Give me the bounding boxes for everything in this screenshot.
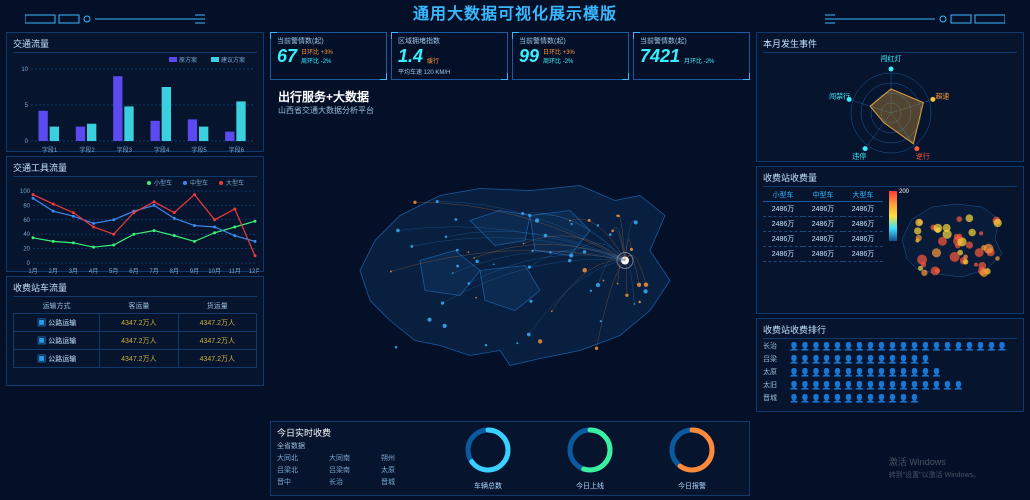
svg-text:小型车: 小型车 xyxy=(154,179,172,187)
svg-text:字段4: 字段4 xyxy=(154,146,170,154)
traffic-table-panel: 收费站车流量 运输方式客运量货运量▣ 公路运输4347.2万人4347.2万人▣… xyxy=(6,276,264,386)
svg-text:0: 0 xyxy=(27,261,31,267)
toll-title: 收费站收费量 xyxy=(763,171,1017,187)
rank-row: 太旧👤👤👤👤👤👤👤👤👤👤👤👤👤👤👤👤 xyxy=(763,380,1017,390)
center-heading: 出行服务+大数据 山西省交通大数据分析平台 xyxy=(270,84,750,120)
kpi-card: 当前警情数(起) 7421 月环比 -2% xyxy=(633,32,750,80)
header-ornament-right xyxy=(825,12,1005,26)
svg-text:7月: 7月 xyxy=(149,268,158,275)
svg-text:4月: 4月 xyxy=(89,268,98,275)
heat-legend-max: 200 xyxy=(899,189,909,195)
svg-text:80: 80 xyxy=(23,203,30,209)
radar-panel: 本月发生事件 闯红灯超速逆行 违停 闯禁行 xyxy=(756,32,1024,162)
rank-row: 长治👤👤👤👤👤👤👤👤👤👤👤👤👤👤👤👤👤👤👤👤 xyxy=(763,341,1017,351)
toll-panel: 收费站收费量 小型车中型车大型车2486万2486万2486万2486万2486… xyxy=(756,166,1024,314)
svg-text:逆行: 逆行 xyxy=(916,152,930,161)
svg-text:1月: 1月 xyxy=(28,268,37,275)
realtime-rings: 车辆总数 今日上线 今日报警 xyxy=(437,426,743,491)
svg-text:5月: 5月 xyxy=(109,268,118,275)
kpi-card: 区域拥堵指数 1.4 缓行 平均车速 120 KM/H xyxy=(391,32,508,80)
svg-text:字段2: 字段2 xyxy=(79,146,95,154)
ranking-panel: 收费站收费排行 长治👤👤👤👤👤👤👤👤👤👤👤👤👤👤👤👤👤👤👤👤 吕梁👤👤👤👤👤👤👤👤… xyxy=(756,318,1024,412)
realtime-cities: 大同北大同南朔州吕梁北吕梁南太原晋中长治晋城 xyxy=(277,453,427,487)
svg-text:12月: 12月 xyxy=(249,268,259,275)
svg-text:大型车: 大型车 xyxy=(226,179,244,187)
realtime-title: 今日实时收费 xyxy=(277,426,427,439)
ranking-rows: 长治👤👤👤👤👤👤👤👤👤👤👤👤👤👤👤👤👤👤👤👤 吕梁👤👤👤👤👤👤👤👤👤👤👤👤👤 太原👤… xyxy=(763,341,1017,403)
svg-text:超速: 超速 xyxy=(935,91,949,100)
toll-table: 小型车中型车大型车2486万2486万2486万2486万2486万2486万2… xyxy=(763,189,883,262)
heatmap: 200 xyxy=(887,189,1017,309)
realtime-subtitle: 全省数据 xyxy=(277,441,427,451)
svg-text:100: 100 xyxy=(20,189,31,195)
svg-text:中型车: 中型车 xyxy=(190,179,208,187)
svg-text:11月: 11月 xyxy=(229,268,241,275)
ring-gauge: 今日上线 xyxy=(566,426,614,491)
line-chart-panel: 交通工具流量 小型车 中型车 大型车 0 20 40 60 80 100 1月 2月 3月 4月 5月 6月… xyxy=(6,156,264,272)
kpi-row: 当前警情数(起) 67 日环比 +3%周环比 -2% 区域拥堵指数 1.4 缓行… xyxy=(270,32,750,80)
traffic-table-title: 收费站车流量 xyxy=(13,281,257,297)
ranking-title: 收费站收费排行 xyxy=(763,323,1017,339)
svg-text:40: 40 xyxy=(23,232,30,238)
svg-text:字段1: 字段1 xyxy=(42,146,58,154)
kpi-card: 当前警情数(起) 67 日环比 +3%周环比 -2% xyxy=(270,32,387,80)
line-chart-title: 交通工具流量 xyxy=(13,161,257,177)
traffic-table: 运输方式客运量货运量▣ 公路运输4347.2万人4347.2万人▣ 公路运输43… xyxy=(13,299,257,368)
svg-text:闯禁行: 闯禁行 xyxy=(829,91,850,100)
svg-text:违停: 违停 xyxy=(852,152,866,161)
svg-text:建议方案: 建议方案 xyxy=(221,56,245,64)
bar-chart-panel: 交通流量 原方案 建议方案 0 5 10 字段1 字段2 字段3 字段4 字段5 字段6 xyxy=(6,32,264,152)
svg-text:0: 0 xyxy=(25,139,29,145)
bar-chart: 原方案 建议方案 0 5 10 字段1 字段2 字段3 字段4 字段5 字段6 xyxy=(13,55,259,155)
svg-text:20: 20 xyxy=(23,247,30,253)
svg-text:6月: 6月 xyxy=(129,268,138,275)
svg-text:字段3: 字段3 xyxy=(117,146,133,154)
ring-gauge: 车辆总数 xyxy=(464,426,512,491)
rank-row: 晋城👤👤👤👤👤👤👤👤👤👤👤👤 xyxy=(763,393,1017,403)
svg-text:3月: 3月 xyxy=(69,268,78,275)
svg-text:8月: 8月 xyxy=(170,268,179,275)
rank-row: 吕梁👤👤👤👤👤👤👤👤👤👤👤👤👤 xyxy=(763,354,1017,364)
radar-chart: 闯红灯超速逆行 违停 闯禁行 xyxy=(763,55,1019,163)
realtime-panel: 今日实时收费 全省数据 大同北大同南朔州吕梁北吕梁南太原晋中长治晋城 车辆总数 … xyxy=(270,421,750,496)
svg-text:5: 5 xyxy=(25,103,29,109)
center-title: 出行服务+大数据 xyxy=(278,88,742,105)
svg-text:9月: 9月 xyxy=(190,268,199,275)
ring-gauge: 今日报警 xyxy=(668,426,716,491)
heat-legend-icon xyxy=(889,191,897,241)
svg-text:10: 10 xyxy=(21,67,28,73)
header-ornament-left xyxy=(25,12,205,26)
kpi-card: 当前警情数(起) 99 日环比 +3%周环比 -2% xyxy=(512,32,629,80)
line-chart: 小型车 中型车 大型车 0 20 40 60 80 100 1月 2月 3月 4月 5月 6月 7月 8月 9月 1… xyxy=(13,179,259,275)
bar-chart-title: 交通流量 xyxy=(13,37,257,53)
svg-text:字段6: 字段6 xyxy=(229,146,245,154)
page-header: 通用大数据可视化展示模版 xyxy=(0,0,1030,30)
rank-row: 太原👤👤👤👤👤👤👤👤👤👤👤👤👤👤 xyxy=(763,367,1017,377)
windows-watermark: 激活 Windows 转到"设置"以激活 Windows。 xyxy=(889,456,980,482)
svg-text:原方案: 原方案 xyxy=(179,56,197,64)
china-map[interactable] xyxy=(270,124,750,417)
svg-text:2月: 2月 xyxy=(49,268,58,275)
svg-text:字段5: 字段5 xyxy=(191,146,207,154)
svg-text:60: 60 xyxy=(23,218,30,224)
radar-title: 本月发生事件 xyxy=(763,37,1017,53)
svg-text:闯红灯: 闯红灯 xyxy=(881,55,902,63)
svg-text:10月: 10月 xyxy=(208,268,221,275)
center-subtitle: 山西省交通大数据分析平台 xyxy=(278,105,742,116)
